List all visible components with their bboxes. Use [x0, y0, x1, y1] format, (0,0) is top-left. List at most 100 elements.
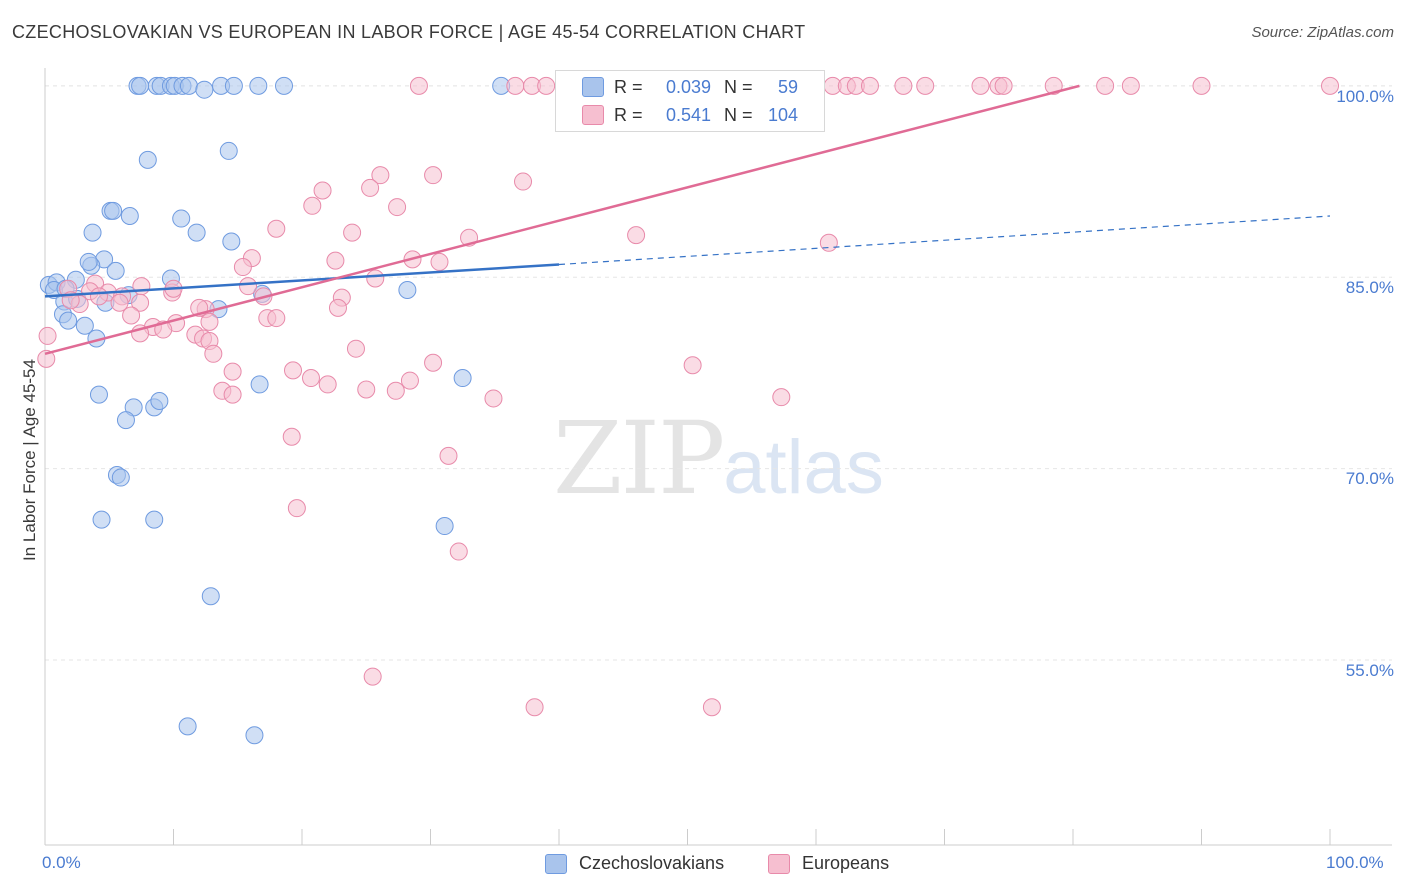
european-point — [424, 353, 443, 372]
n-value: 104 — [767, 104, 798, 125]
czechoslovakian-point — [172, 209, 191, 228]
european-point — [239, 277, 258, 296]
european-point — [110, 293, 129, 312]
czechoslovakian-point — [120, 207, 139, 225]
source-label: Source: ZipAtlas.com — [1251, 24, 1394, 41]
european-point — [366, 269, 385, 288]
y-tick-label: 70.0% — [1345, 469, 1394, 488]
czechoslovakian-point — [245, 726, 264, 745]
european-point — [363, 667, 382, 686]
czechoslovakian-point — [104, 201, 123, 220]
european-point — [386, 381, 405, 400]
european-point — [233, 258, 252, 277]
legend-item-czechoslovakians[interactable]: Czechoslovakians — [545, 853, 724, 874]
european-point — [537, 76, 556, 95]
czechoslovakian-point — [250, 375, 269, 394]
czechoslovakian-point — [219, 141, 238, 160]
european-point — [89, 287, 108, 306]
european-point — [38, 326, 57, 345]
czechoslovakian-point — [398, 281, 417, 299]
european-point — [204, 344, 223, 363]
european-point — [424, 166, 443, 185]
european-point — [1321, 76, 1339, 95]
czechoslovakian-point — [195, 80, 214, 99]
czechoslovakian-point — [116, 411, 135, 430]
watermark-atlas: atlas — [723, 425, 884, 510]
european-point — [37, 349, 56, 368]
european-point — [1096, 76, 1115, 95]
european-point — [223, 385, 242, 404]
watermark-zip: ZIP — [553, 400, 725, 517]
european-point — [326, 251, 345, 270]
czechoslovakian-point — [435, 517, 454, 536]
czechoslovakian-point — [145, 510, 164, 529]
czechoslovakian-trend-extension — [558, 215, 1331, 266]
european-point — [303, 196, 322, 215]
european-point — [916, 76, 935, 95]
european-point — [772, 388, 791, 407]
czechoslovakian-point — [249, 76, 268, 95]
czechoslovakian-point — [111, 468, 130, 487]
czechoslovakian-point — [222, 232, 241, 251]
european-trend-line — [44, 84, 1080, 356]
european-point — [514, 172, 533, 191]
european-point — [819, 233, 838, 252]
european-point — [430, 252, 449, 271]
czechoslovakian-point — [224, 76, 243, 95]
european-point — [200, 312, 219, 331]
czechoslovakian-point — [138, 150, 157, 169]
n-value: 59 — [777, 76, 798, 97]
y-tick-label: 85.0% — [1345, 278, 1394, 297]
european-point — [994, 76, 1013, 95]
x-tick-label: 100.0% — [1326, 853, 1384, 872]
czechoslovakian-point — [187, 223, 206, 242]
european-point — [860, 76, 879, 95]
czechoslovakian-point — [131, 76, 150, 95]
r-value: 0.541 — [665, 104, 711, 125]
european-point — [282, 427, 301, 446]
r-value: 0.039 — [665, 76, 711, 97]
n-label: N = — [724, 76, 753, 97]
blue-swatch — [582, 77, 604, 97]
european-point — [131, 293, 150, 312]
czechoslovakian-point — [75, 316, 94, 335]
european-point — [1044, 76, 1063, 95]
european-point — [343, 223, 362, 242]
czechoslovakian-point — [201, 587, 220, 606]
czechoslovakian-point — [106, 261, 125, 280]
legend-label: Europeans — [802, 853, 890, 873]
czechoslovakian-point — [59, 311, 78, 330]
czechoslovakian-point — [79, 252, 98, 271]
czechoslovakian-point — [92, 510, 111, 529]
european-point — [971, 76, 990, 95]
european-point — [267, 219, 286, 238]
european-point — [301, 369, 320, 388]
european-point — [627, 226, 646, 245]
european-point — [506, 76, 525, 95]
legend-item-europeans[interactable]: Europeans — [768, 853, 889, 874]
blue-swatch — [545, 853, 567, 874]
czechoslovakian-point — [150, 392, 169, 410]
european-point — [484, 389, 503, 408]
european-point — [1192, 76, 1211, 95]
european-point — [439, 446, 458, 465]
r-label: R = — [614, 76, 643, 97]
stats-legend: R = 0.039 N = 59 R = 0.541 N = 104 — [555, 70, 825, 132]
x-tick-label: 0.0% — [42, 853, 81, 872]
european-point — [357, 380, 376, 399]
legend-row-czechoslovakians: R = 0.039 N = 59 — [556, 74, 824, 100]
czechoslovakian-point — [178, 717, 197, 736]
european-point — [1121, 76, 1140, 95]
european-point — [361, 178, 380, 197]
czechoslovakian-trend-line — [44, 263, 560, 298]
y-tick-label: 100.0% — [1336, 87, 1394, 106]
european-point — [449, 542, 468, 561]
czechoslovakian-point — [83, 223, 102, 242]
european-point — [409, 76, 428, 95]
european-point — [525, 698, 544, 717]
legend-row-europeans: R = 0.541 N = 104 — [556, 102, 824, 128]
watermark: ZIPatlas — [553, 400, 884, 517]
y-tick-label: 55.0% — [1345, 661, 1394, 680]
european-point — [267, 309, 286, 328]
